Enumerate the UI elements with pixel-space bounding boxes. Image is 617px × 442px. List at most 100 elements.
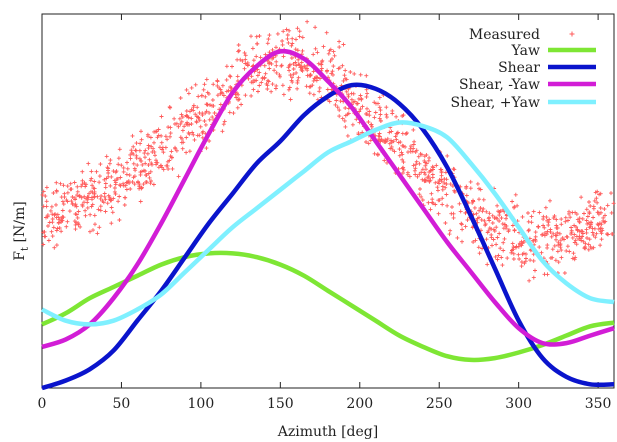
measured-point [533, 234, 538, 239]
measured-point [427, 155, 432, 160]
measured-point [343, 113, 348, 118]
measured-point [61, 202, 66, 207]
measured-point [203, 94, 208, 99]
measured-point [511, 245, 516, 249]
measured-point [290, 41, 295, 46]
series-line-shear [41, 82, 615, 391]
measured-point [311, 92, 316, 97]
measured-point [433, 202, 438, 207]
measured-point [289, 43, 294, 48]
measured-point [555, 249, 560, 254]
measured-point [176, 174, 181, 179]
measured-point [337, 65, 342, 70]
measured-point [44, 185, 49, 190]
measured-point [180, 115, 185, 119]
measured-point [254, 34, 259, 39]
measured-point [82, 200, 86, 205]
measured-point [497, 219, 502, 223]
measured-point [221, 93, 226, 98]
measured-point [132, 182, 137, 187]
measured-point [587, 210, 592, 215]
measured-point [184, 113, 189, 118]
measured-point [224, 64, 229, 69]
measured-point [41, 189, 46, 194]
measured-point [348, 70, 353, 74]
measured-point [345, 133, 350, 138]
measured-point [346, 94, 351, 99]
measured-point [533, 268, 537, 273]
measured-point [170, 166, 175, 171]
measured-point [145, 151, 150, 156]
measured-point [407, 174, 412, 179]
measured-point [168, 105, 173, 110]
measured-point [204, 77, 209, 82]
measured-point [413, 150, 418, 154]
measured-point [138, 170, 143, 175]
measured-point [54, 180, 59, 185]
measured-point [477, 208, 482, 213]
measured-point [265, 41, 270, 46]
measured-point [73, 222, 78, 227]
measured-point [517, 257, 522, 261]
measured-point [519, 260, 524, 264]
measured-point [319, 62, 324, 67]
measured-point [559, 217, 564, 222]
measured-point [450, 205, 454, 209]
measured-point [194, 114, 199, 119]
measured-point [377, 116, 382, 121]
measured-point [591, 215, 596, 220]
measured-point [429, 191, 434, 196]
measured-point [496, 253, 501, 258]
measured-point [215, 93, 220, 98]
measured-point [511, 251, 516, 256]
x-tick-label: 150 [267, 396, 294, 412]
measured-point [186, 130, 191, 135]
measured-point [140, 162, 145, 167]
measured-point [266, 37, 271, 42]
measured-point [146, 163, 151, 167]
measured-point [605, 232, 609, 236]
measured-point [210, 98, 215, 102]
measured-point [104, 154, 109, 159]
measured-point [42, 229, 47, 234]
measured-point [548, 227, 553, 232]
measured-point [352, 99, 357, 104]
measured-point [343, 106, 348, 110]
measured-point [255, 41, 259, 46]
measured-point [312, 76, 317, 81]
measured-point [291, 62, 296, 66]
measured-point [215, 78, 220, 83]
measured-point [243, 93, 248, 98]
measured-point [173, 146, 178, 151]
legend-label: Shear, +Yaw [450, 95, 540, 111]
measured-point [267, 61, 271, 66]
measured-point [527, 227, 531, 232]
measured-point [355, 101, 360, 106]
measured-point [89, 176, 94, 181]
measured-point [430, 175, 435, 180]
measured-point [111, 169, 116, 174]
measured-point [235, 74, 240, 79]
measured-point [451, 215, 456, 220]
measured-point [246, 76, 251, 81]
measured-point [150, 162, 154, 167]
measured-point [501, 240, 506, 245]
measured-point [356, 96, 361, 101]
measured-point [107, 161, 112, 166]
measured-point [327, 99, 332, 104]
measured-point [102, 177, 107, 182]
measured-point [512, 228, 517, 233]
measured-point [586, 247, 591, 252]
measured-point [235, 91, 239, 96]
measured-point [74, 212, 79, 217]
measured-point [164, 163, 169, 168]
measured-point [494, 242, 499, 247]
legend-label: Measured [469, 27, 540, 43]
measured-point [98, 204, 103, 209]
measured-point [218, 87, 223, 92]
measured-point [486, 228, 491, 233]
measured-point [160, 147, 165, 152]
measured-point [56, 220, 61, 225]
measured-point [436, 198, 441, 203]
